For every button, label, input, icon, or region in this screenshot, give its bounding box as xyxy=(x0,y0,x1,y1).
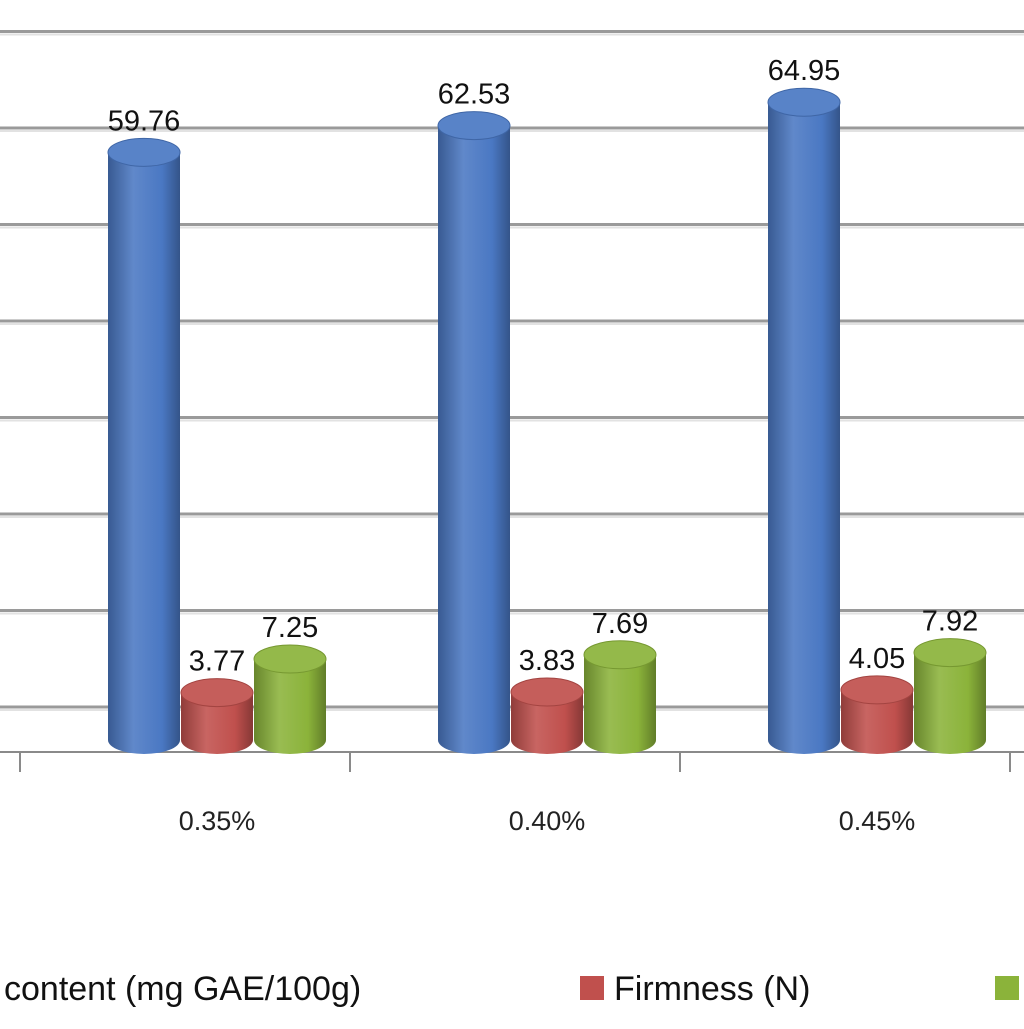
data-label: 7.25 xyxy=(262,612,318,644)
data-label: 62.53 xyxy=(438,79,511,111)
bar xyxy=(253,644,327,754)
legend-marker xyxy=(580,976,604,1000)
gridline xyxy=(0,126,1024,132)
data-label: 7.92 xyxy=(922,606,978,638)
bar xyxy=(840,675,914,754)
legend-label: content (mg GAE/100g) xyxy=(4,970,361,1008)
legend-label: Firmness (N) xyxy=(614,970,810,1008)
bar xyxy=(437,111,511,754)
bar xyxy=(913,638,987,754)
bar xyxy=(180,678,254,754)
bar xyxy=(510,677,584,754)
data-label: 3.83 xyxy=(519,645,575,677)
legend-marker xyxy=(995,976,1019,1000)
legend-entry: Firmness (N) xyxy=(580,970,810,1008)
data-label: 59.76 xyxy=(108,105,181,137)
x-tick-label: 0.40% xyxy=(509,806,586,836)
legend-entry xyxy=(995,976,1019,1000)
bar xyxy=(107,137,181,755)
bar xyxy=(583,640,657,754)
data-label: 4.05 xyxy=(849,643,905,675)
legend: content (mg GAE/100g) Firmness (N) xyxy=(4,970,1019,1008)
legend-entry: content (mg GAE/100g) xyxy=(4,970,361,1008)
data-label: 64.95 xyxy=(768,55,841,87)
gridline xyxy=(0,30,1024,36)
bars xyxy=(107,87,987,755)
data-label: 7.69 xyxy=(592,608,648,640)
x-axis: 0.35% 0.40% 0.45% xyxy=(0,751,1024,836)
x-tick-label: 0.45% xyxy=(839,806,916,836)
data-label: 3.77 xyxy=(189,646,245,678)
x-tick-label: 0.35% xyxy=(179,806,256,836)
data-labels: 59.76 62.53 64.95 3.77 3.83 4.05 7.25 7.69 7.92 xyxy=(108,55,979,677)
bar xyxy=(767,87,841,755)
